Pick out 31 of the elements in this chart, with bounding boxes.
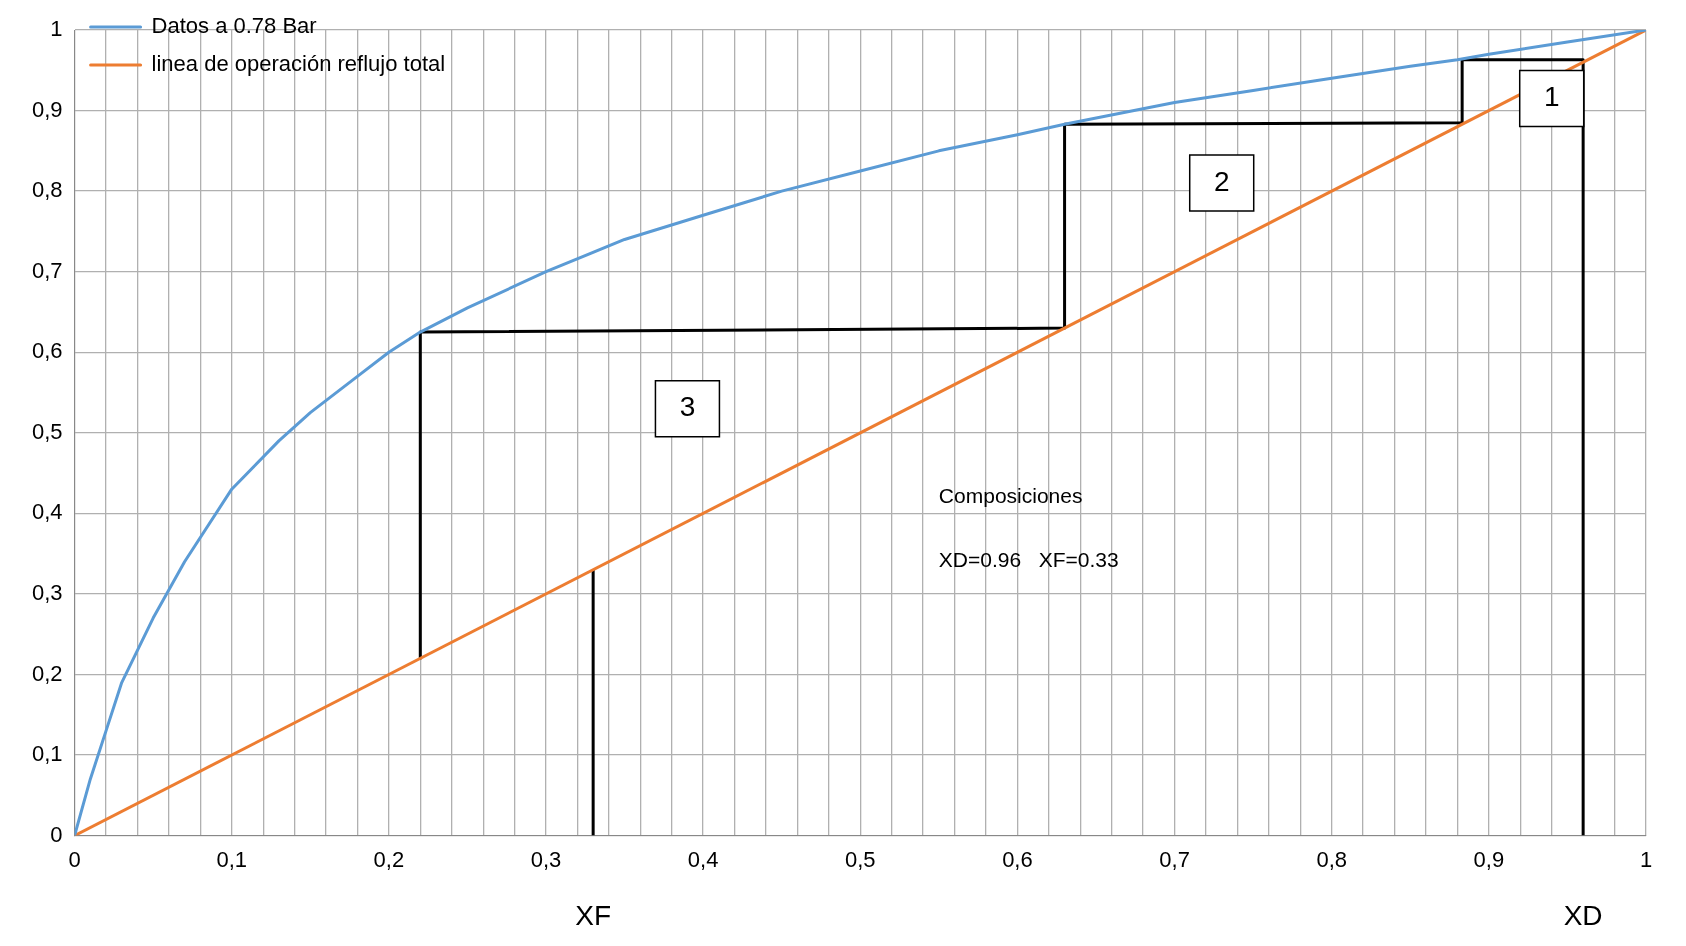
x-tick-label: 0,2	[373, 846, 405, 872]
annotation: XF	[575, 900, 612, 932]
x-tick-label: 0,6	[1002, 846, 1033, 872]
annotation: Composiciones	[938, 484, 1083, 508]
y-tick-label: 0,5	[31, 418, 63, 444]
y-tick-label: 0,9	[31, 96, 63, 122]
x-tick-label: 0,9	[1473, 846, 1505, 872]
y-tick-label: 0,8	[31, 177, 63, 203]
annotation: 1	[1543, 81, 1560, 113]
x-tick-label: 0,7	[1159, 846, 1190, 872]
y-tick-label: 0,3	[31, 579, 63, 605]
x-tick-label: 0,5	[844, 846, 876, 872]
y-tick-label: 0,2	[31, 660, 63, 686]
y-tick-label: 1	[50, 16, 63, 42]
y-tick-label: 0,6	[31, 338, 63, 364]
y-tick-label: 0,4	[31, 499, 63, 525]
x-tick-label: 0,1	[216, 846, 248, 872]
legend-label: Datos a 0.78 Bar	[151, 13, 317, 39]
x-tick-label: 0,3	[530, 846, 562, 872]
legend-label: linea de operación reflujo total	[151, 51, 446, 77]
annotation: 3	[679, 391, 696, 423]
annotation: 2	[1213, 165, 1230, 197]
x-tick-label: 0,4	[687, 846, 719, 872]
y-tick-label: 0,1	[31, 741, 63, 767]
y-tick-label: 0	[50, 821, 63, 847]
y-tick-label: 0,7	[31, 257, 63, 283]
annotation: XD	[1563, 900, 1603, 932]
x-tick-label: 0	[68, 846, 81, 872]
x-tick-label: 1	[1639, 846, 1653, 872]
annotation: XD=0.96 XF=0.33	[938, 548, 1119, 572]
x-tick-label: 0,8	[1316, 846, 1348, 872]
